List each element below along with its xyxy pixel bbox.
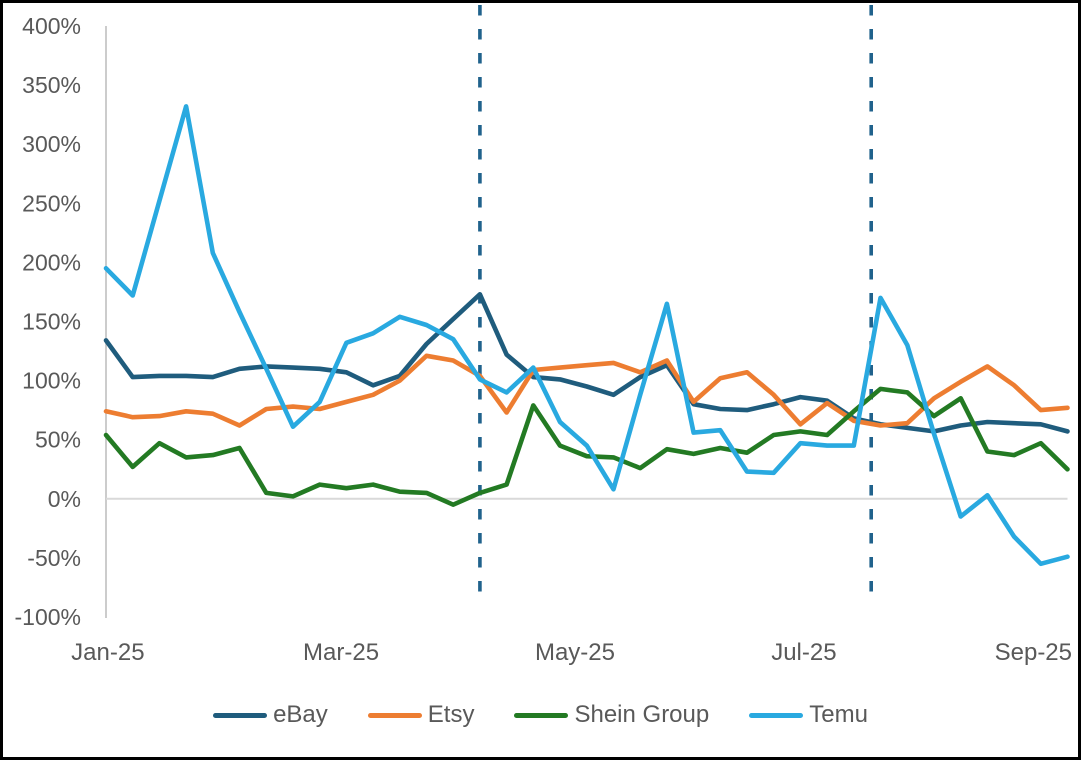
y-tick-label: 400%	[22, 13, 81, 39]
chart-plot-area: 400% 350% 300% 250% 200% 150% 100% 50% 0% -50% -10…	[15, 5, 1072, 666]
y-tick-label: 50%	[35, 427, 81, 453]
y-tick-label: -50%	[27, 545, 81, 571]
y-tick-label: 350%	[22, 72, 81, 98]
x-tick-label: Jul-25	[771, 639, 836, 666]
y-tick-label: 150%	[22, 309, 81, 335]
y-tick-label: 200%	[22, 249, 81, 275]
legend-item-temu: Temu	[749, 701, 868, 729]
x-tick-label: May-25	[535, 639, 615, 666]
series-line-etsy	[103, 353, 1070, 428]
y-tick-label: -100%	[15, 604, 81, 630]
legend-item-ebay: eBay	[213, 701, 328, 729]
y-tick-label: 300%	[22, 131, 81, 157]
legend-item-etsy: Etsy	[367, 701, 475, 729]
x-tick-label: Jan-25	[71, 639, 144, 666]
legend-swatch-temu	[749, 712, 804, 718]
x-axis-tick-labels: Jan-25 Mar-25 May-25 Jul-25 Sep-25	[71, 639, 1072, 666]
x-tick-label: Sep-25	[995, 639, 1072, 666]
legend-label-temu: Temu	[809, 701, 868, 728]
x-tick-label: Mar-25	[303, 639, 379, 666]
series-line-temu	[103, 104, 1070, 567]
legend-swatch-ebay	[213, 712, 268, 718]
y-tick-label: 100%	[22, 368, 81, 394]
legend-label-etsy: Etsy	[427, 701, 475, 728]
chart-legend: eBay Etsy Shein Group Temu	[3, 698, 1078, 732]
y-tick-label: 250%	[22, 190, 81, 216]
legend-label-ebay: eBay	[273, 701, 328, 728]
y-tick-label: 0%	[48, 486, 81, 512]
series-line-shein-group	[103, 386, 1070, 508]
legend-label-shein-group: Shein Group	[574, 701, 710, 728]
legend-swatch-shein-group	[514, 712, 569, 718]
legend-swatch-etsy	[367, 712, 422, 718]
y-axis-tick-labels: 400% 350% 300% 250% 200% 150% 100% 50% 0% -50% -10…	[15, 13, 81, 630]
legend-item-shein-group: Shein Group	[514, 701, 709, 729]
